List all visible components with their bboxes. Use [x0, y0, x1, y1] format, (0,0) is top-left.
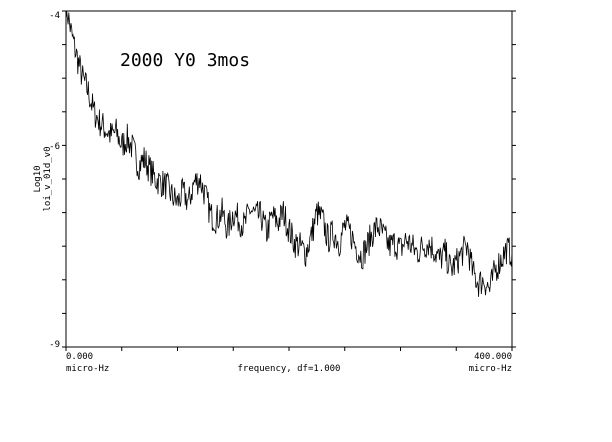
series-line	[65, 10, 513, 297]
y-tick-mid: -6	[49, 142, 60, 152]
tick-marks	[62, 10, 516, 351]
x-axis-label: frequency, df=1.000	[238, 364, 341, 374]
x-tick-left: 0.000	[66, 352, 93, 362]
x-unit-left: micro-Hz	[66, 364, 109, 374]
y-axis-label-line1: Log10	[33, 165, 43, 192]
y-tick-top: -4	[49, 11, 60, 21]
y-tick-bottom: -9	[49, 340, 60, 350]
x-tick-right: 400.000	[474, 352, 512, 362]
x-unit-right: micro-Hz	[469, 364, 512, 374]
chart-annotation: 2000 Y0 3mos	[120, 50, 250, 71]
y-axis-label-line2: loi_v_01d_v0	[43, 146, 53, 211]
